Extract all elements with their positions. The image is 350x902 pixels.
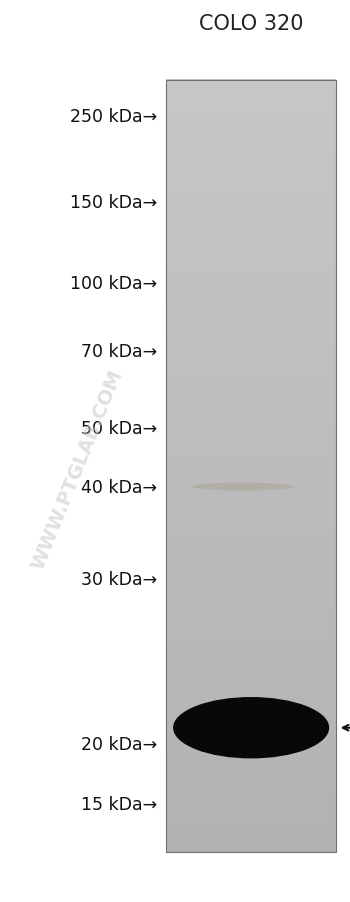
Ellipse shape bbox=[192, 483, 294, 491]
Text: 150 kDa→: 150 kDa→ bbox=[70, 194, 158, 212]
Text: 100 kDa→: 100 kDa→ bbox=[70, 275, 158, 293]
Text: 40 kDa→: 40 kDa→ bbox=[82, 478, 158, 496]
Text: COLO 320: COLO 320 bbox=[199, 14, 303, 34]
Text: 70 kDa→: 70 kDa→ bbox=[81, 343, 158, 361]
Text: 250 kDa→: 250 kDa→ bbox=[70, 108, 158, 126]
Ellipse shape bbox=[173, 697, 329, 759]
Text: 30 kDa→: 30 kDa→ bbox=[81, 570, 158, 588]
Text: 20 kDa→: 20 kDa→ bbox=[81, 735, 158, 753]
Text: 15 kDa→: 15 kDa→ bbox=[81, 796, 158, 814]
Bar bbox=[166, 81, 336, 852]
Text: 50 kDa→: 50 kDa→ bbox=[81, 419, 158, 437]
Text: WWW.PTGLAB.COM: WWW.PTGLAB.COM bbox=[28, 366, 126, 572]
